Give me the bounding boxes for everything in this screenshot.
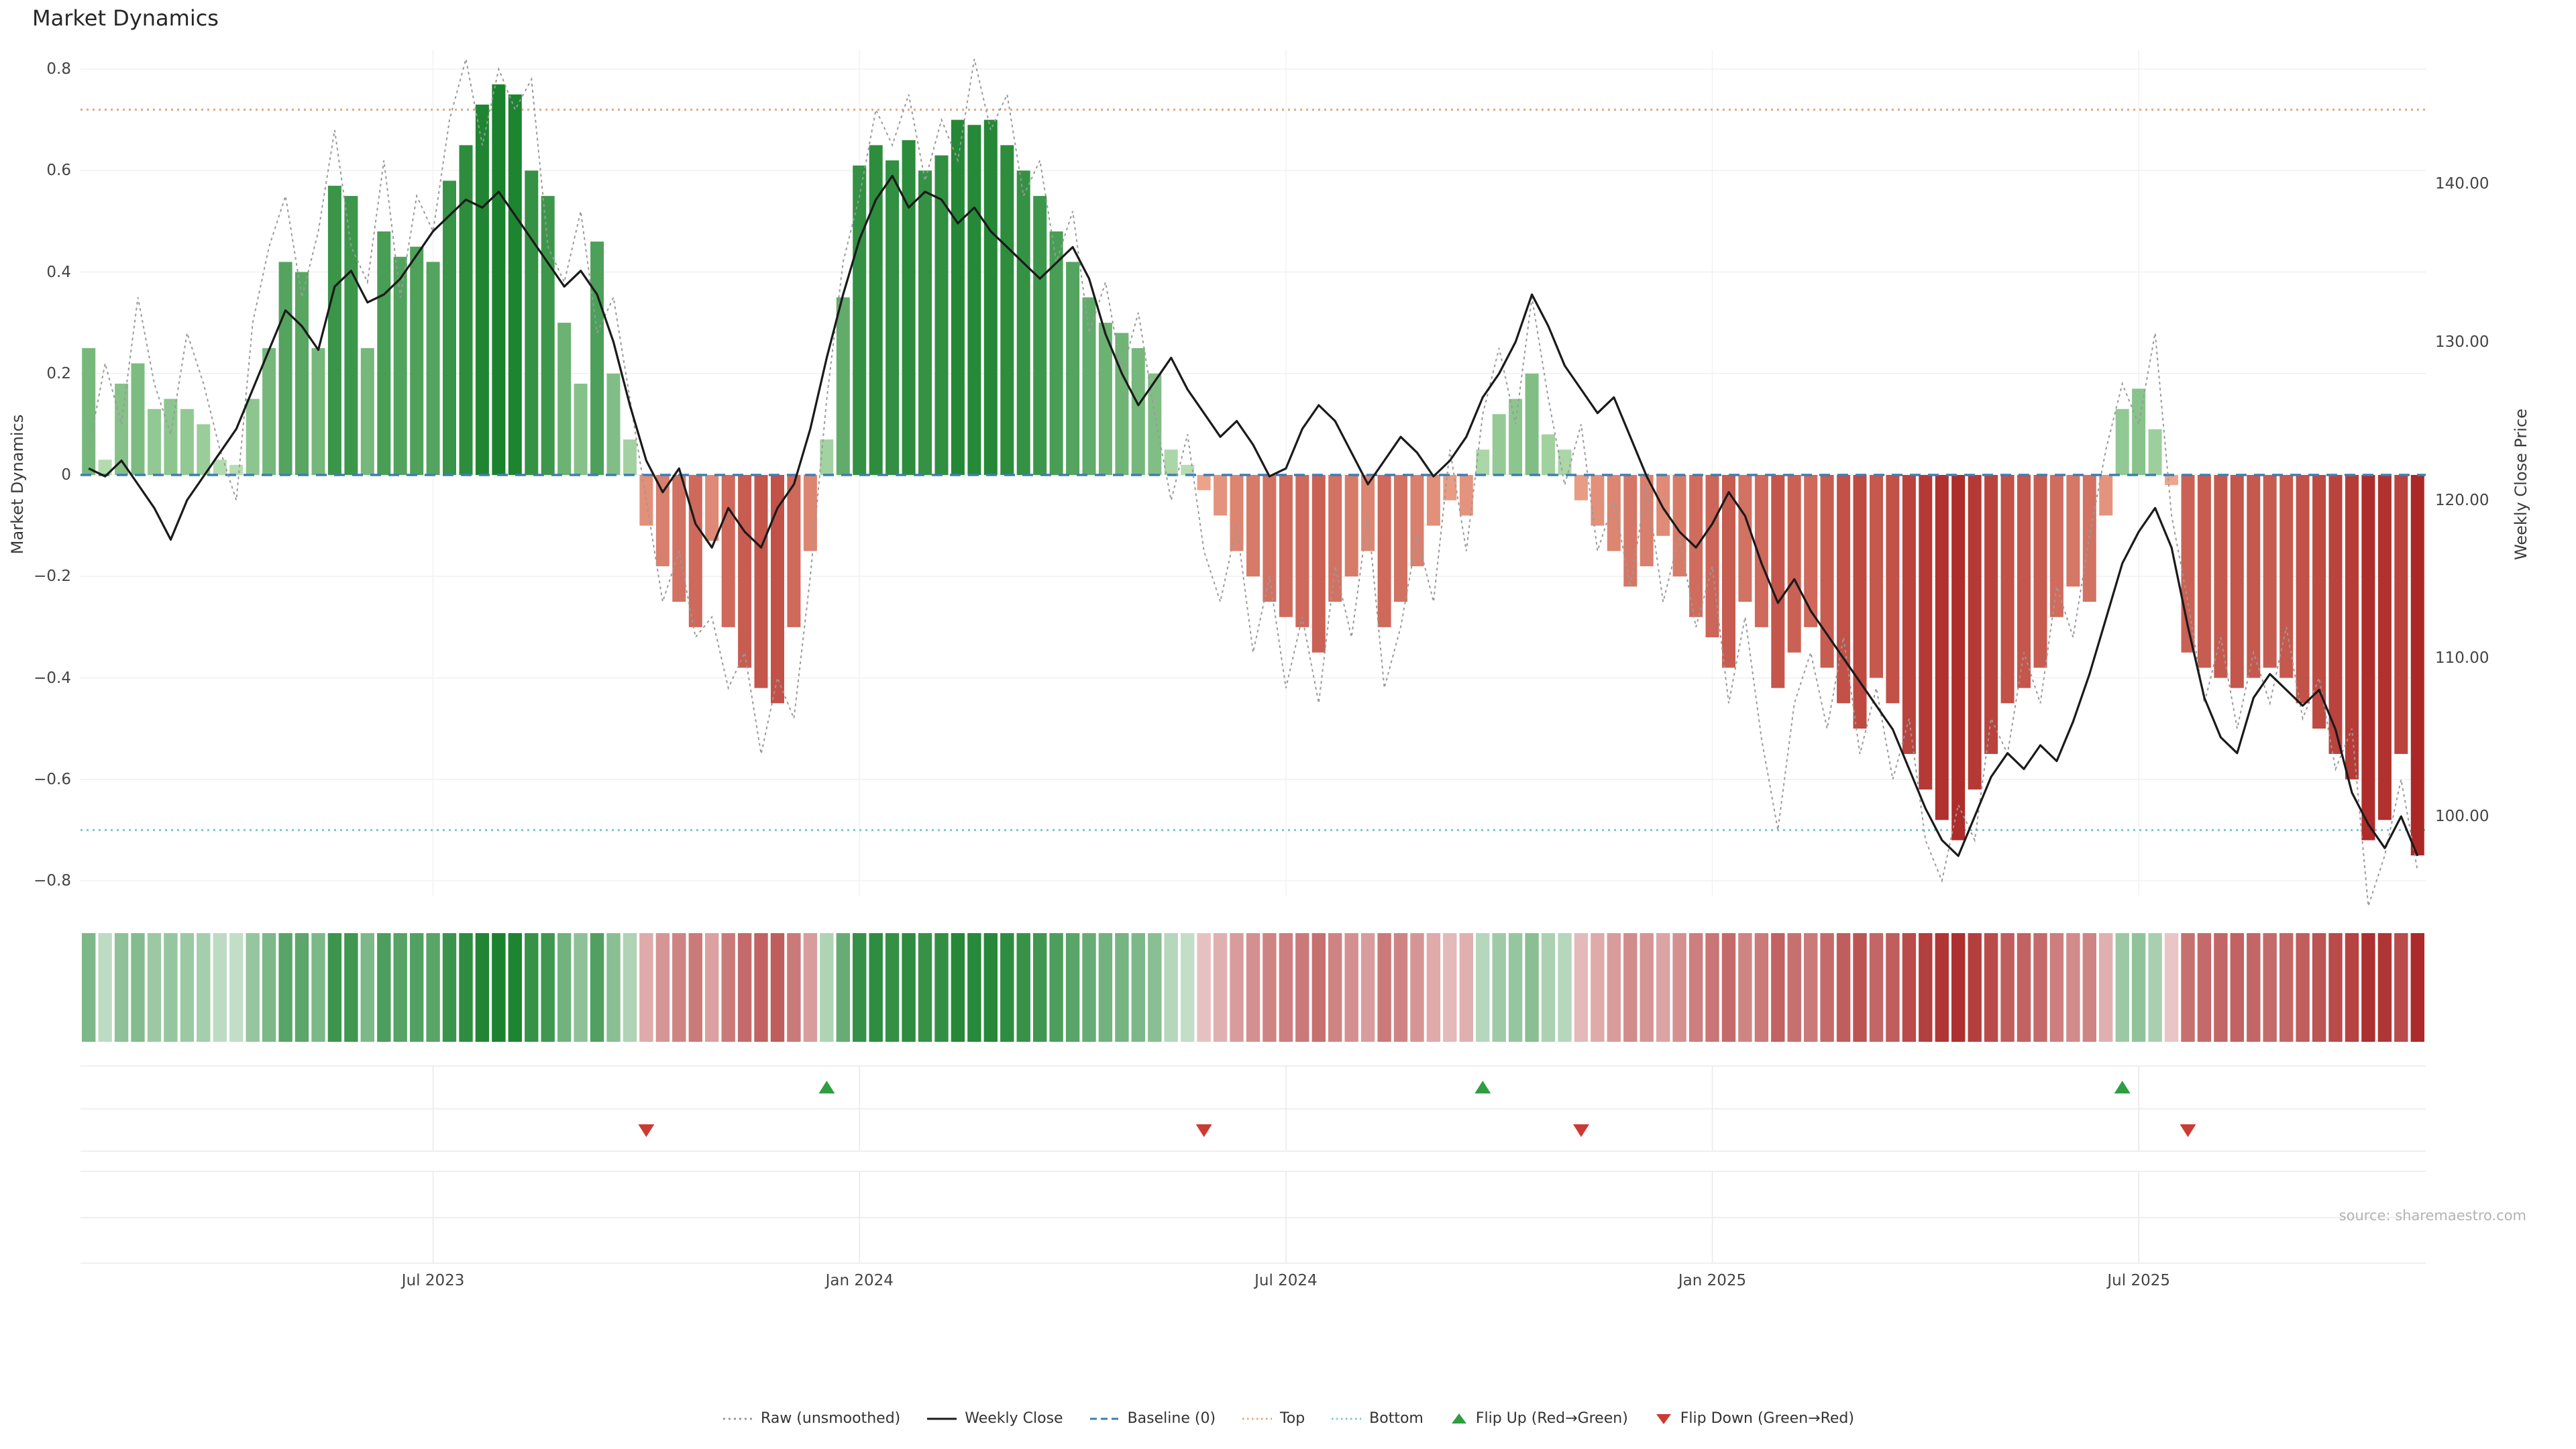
legend-label: Flip Up (Red→Green) (1475, 1410, 1628, 1427)
legend-item: Weekly Close (926, 1410, 1063, 1427)
legend-label: Top (1280, 1410, 1305, 1427)
x-axis-tick: Jan 2024 (825, 1272, 894, 1289)
legend-item: Top (1241, 1410, 1305, 1427)
y-axis-left-tick: −0.4 (34, 669, 71, 687)
legend-triangle-up-icon (1449, 1411, 1469, 1426)
x-axis-tick: Jul 2024 (1254, 1272, 1318, 1289)
y-axis-left-tick: −0.2 (34, 568, 71, 586)
legend-dashed-line-icon (1089, 1411, 1121, 1426)
y-axis-right-tick: 130.00 (2435, 333, 2489, 351)
y-axis-right-tick: 140.00 (2435, 175, 2489, 193)
x-axis-tick: Jul 2023 (401, 1272, 465, 1289)
x-axis-tick: Jul 2025 (2107, 1272, 2170, 1289)
y-axis-left-tick: 0.6 (46, 162, 71, 180)
legend-item: Flip Up (Red→Green) (1449, 1410, 1628, 1427)
y-axis-left-tick: 0.4 (46, 263, 71, 281)
legend-label: Flip Down (Green→Red) (1680, 1410, 1854, 1427)
source-credit: source: sharemaestro.com (2339, 1208, 2526, 1224)
legend-triangle-down-icon (1654, 1411, 1674, 1426)
y-axis-right-tick: 110.00 (2435, 649, 2489, 667)
legend-dotted-line-icon (1330, 1411, 1362, 1426)
y-axis-left-tick: −0.8 (34, 872, 71, 890)
page-title: Market Dynamics (32, 5, 219, 31)
legend-label: Raw (unsmoothed) (761, 1410, 901, 1427)
y-axis-left-tick: 0.8 (46, 60, 71, 78)
x-axis-tick: Jan 2025 (1678, 1272, 1747, 1289)
legend-item: Raw (unsmoothed) (722, 1410, 900, 1427)
legend-solid-line-icon (926, 1411, 958, 1426)
right-axis-title: Weekly Close Price (2512, 409, 2530, 560)
legend-label: Bottom (1369, 1410, 1424, 1427)
legend-label: Weekly Close (965, 1410, 1063, 1427)
y-axis-left-tick: 0 (61, 466, 71, 484)
legend-label: Baseline (0) (1127, 1410, 1216, 1427)
legend-item: Bottom (1330, 1410, 1424, 1427)
y-axis-left-tick: 0.2 (46, 364, 71, 382)
y-axis-right-tick: 120.00 (2435, 491, 2489, 509)
y-axis-right-tick: 100.00 (2435, 808, 2489, 825)
legend-dotted-line-icon (1241, 1411, 1273, 1426)
y-axis-left-tick: −0.6 (34, 770, 71, 788)
legend-dashed-line-icon (722, 1411, 754, 1426)
legend-item: Baseline (0) (1089, 1410, 1216, 1427)
legend-item: Flip Down (Green→Red) (1654, 1410, 1854, 1427)
legend: Raw (unsmoothed) Weekly Close Baseline (0)… (0, 1410, 2576, 1427)
